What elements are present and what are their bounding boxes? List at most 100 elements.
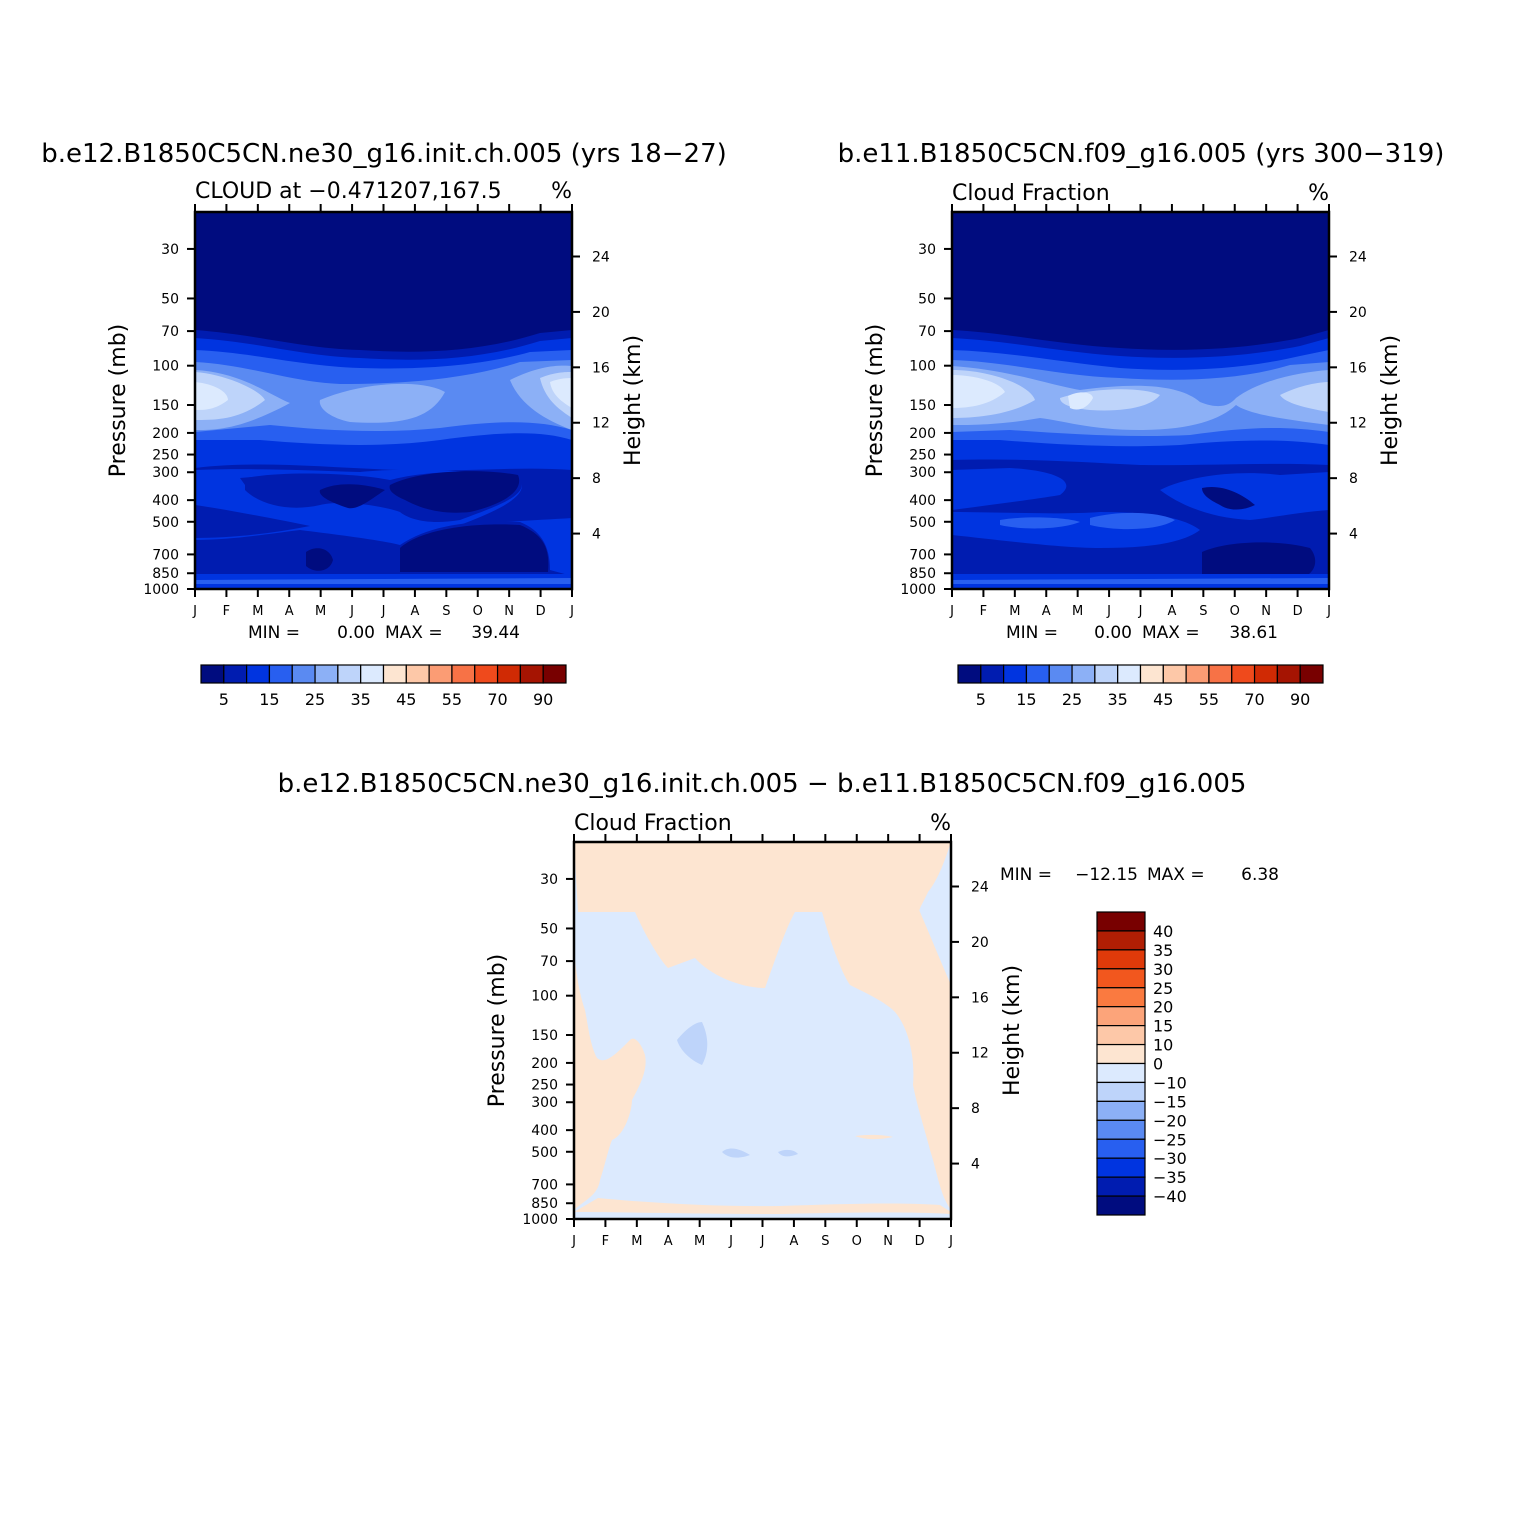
colorbar-swatch [980, 664, 1005, 684]
y-left-tick-label: 500 [909, 515, 936, 531]
x-tick-label: M [1009, 604, 1020, 619]
y-left-tick-label: 850 [909, 566, 936, 582]
colorbar-label: 55 [1199, 690, 1219, 709]
y-left-tick-label: 300 [152, 465, 179, 481]
colorbar-swatch [291, 664, 316, 684]
panel-1-contour-surface2 [195, 578, 572, 584]
colorbar-swatch [1003, 664, 1028, 684]
colorbar-swatch [268, 664, 293, 684]
panel-2-contour-65 [952, 375, 1093, 410]
panel-3-contour-neg-right [919, 842, 951, 985]
colorbar-swatch [1139, 664, 1164, 684]
panel-3-contour-pos-notch [730, 912, 736, 955]
colorbar-swatch [200, 664, 225, 684]
x-tick-label: D [915, 1234, 925, 1249]
y-right-axis-title: Height (km) [1000, 965, 1025, 1096]
colorbar-swatch [1117, 664, 1142, 684]
colorbar-label: 35 [1108, 690, 1128, 709]
panel-1-contour-low2 [306, 524, 549, 572]
panel-3-title: b.e12.B1850C5CN.ne30_g16.init.ch.005 − b… [278, 769, 1247, 799]
panel-3-contour-neg15-a [677, 1022, 708, 1065]
panel-1-contour-95 [319, 471, 520, 513]
colorbar-swatch [474, 664, 499, 684]
y-left-tick-label: 1000 [522, 1212, 558, 1228]
y-left-tick-label: 100 [152, 359, 179, 375]
y-left-tick-label: 200 [152, 426, 179, 442]
colorbar-swatch [1094, 664, 1119, 684]
panel-1-subtitle: CLOUD at −0.471207,167.5 [195, 179, 502, 204]
x-tick-label: J [349, 604, 354, 619]
panel-2-title: b.e11.B1850C5CN.f09_g16.005 (yrs 300−319… [838, 139, 1445, 169]
colorbar-swatch [382, 664, 407, 684]
panel-3-subtitle: Cloud Fraction [574, 811, 732, 836]
y-left-tick-label: 200 [909, 426, 936, 442]
x-tick-label: A [789, 1234, 798, 1249]
y-left-tick-label: 150 [152, 398, 179, 414]
colorbar-label: 15 [1016, 690, 1036, 709]
y-left-tick-label: 1000 [900, 582, 936, 598]
y-right-tick-label: 12 [971, 1046, 989, 1062]
colorbar-label: 25 [305, 690, 325, 709]
x-tick-label: A [1042, 604, 1051, 619]
panel-3-max-label: MAX = [1147, 865, 1205, 885]
panel-2-contour-55 [952, 370, 1329, 418]
x-tick-label: O [852, 1234, 862, 1249]
panel-1-contour-45 [195, 365, 572, 430]
x-tick-label: A [1167, 604, 1176, 619]
y-right-tick-label: 16 [592, 360, 610, 376]
panel-3-units: % [930, 811, 951, 836]
x-tick-label: M [694, 1234, 705, 1249]
x-tick-label: A [285, 604, 294, 619]
x-tick-label: N [1261, 604, 1271, 619]
colorbar-swatch [1096, 930, 1146, 951]
x-tick-label: F [980, 604, 987, 619]
colorbar-label: 70 [1244, 690, 1264, 709]
y-left-tick-label: 50 [161, 291, 179, 307]
x-tick-label: J [381, 604, 386, 619]
colorbar-label: 90 [1290, 690, 1310, 709]
x-tick-label: M [315, 604, 326, 619]
colorbar-swatch [1071, 664, 1096, 684]
y-left-tick-label: 400 [909, 493, 936, 509]
y-right-tick-label: 20 [592, 305, 610, 321]
colorbar-swatch [1048, 664, 1073, 684]
panel-3-contour-field [574, 842, 951, 1219]
colorbar-label: −15 [1153, 1092, 1187, 1111]
colorbar-swatch [1096, 949, 1146, 970]
panel-2-colorbar: 5 15 25 35 45 55 70 90 [957, 664, 1324, 709]
colorbar-swatch [314, 664, 339, 684]
x-tick-label: S [1199, 604, 1207, 619]
y-left-tick-label: 100 [531, 989, 558, 1005]
colorbar-label: 30 [1153, 960, 1173, 979]
x-tick-label: S [442, 604, 450, 619]
y-right-tick-label: 16 [1349, 360, 1367, 376]
colorbar-label: 0 [1153, 1055, 1163, 1074]
x-tick-label: J [571, 1234, 576, 1249]
colorbar-swatch [1096, 911, 1146, 932]
colorbar-swatch [1231, 664, 1256, 684]
y-right-tick-label: 8 [592, 471, 601, 487]
colorbar-swatch [428, 664, 453, 684]
panel-1-min-value: 0.00 [337, 623, 375, 643]
x-tick-label: J [569, 604, 574, 619]
y-left-tick-label: 400 [152, 493, 179, 509]
colorbar-swatch [957, 664, 982, 684]
x-tick-label: M [1072, 604, 1083, 619]
x-tick-label: O [473, 604, 483, 619]
y-left-tick-label: 300 [531, 1095, 558, 1111]
colorbar-swatch [1096, 1119, 1146, 1140]
colorbar-swatch [519, 664, 544, 684]
y-left-tick-label: 700 [909, 547, 936, 563]
y-right-tick-label: 12 [1349, 416, 1367, 432]
y-right-tick-label: 4 [971, 1157, 980, 1173]
y-left-tick-label: 70 [540, 954, 558, 970]
colorbar-swatch [1162, 664, 1187, 684]
colorbar-swatch [1185, 664, 1210, 684]
colorbar-label: −25 [1153, 1130, 1187, 1149]
y-right-tick-label: 24 [592, 249, 610, 265]
x-tick-label: D [536, 604, 546, 619]
y-left-tick-label: 50 [918, 291, 936, 307]
